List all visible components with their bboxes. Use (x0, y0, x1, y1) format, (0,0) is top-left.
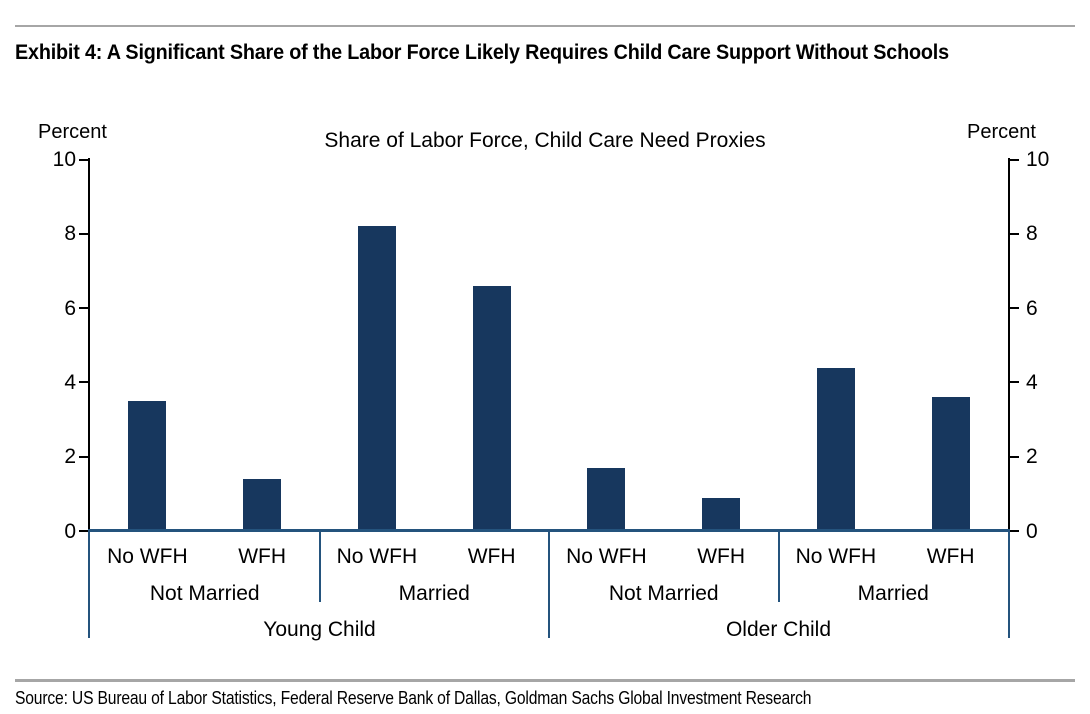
bar-label: WFH (926, 545, 975, 568)
bar (472, 285, 511, 531)
y-tick-left (79, 307, 88, 310)
y-tick-label-left: 4 (64, 370, 76, 394)
y-tick-left (79, 158, 88, 161)
y-tick-label-right: 10 (1026, 148, 1050, 171)
bar (357, 226, 396, 531)
y-axis-unit-label-right: Percent (967, 121, 1036, 143)
bar-label: No WFH (566, 545, 647, 568)
y-tick-label-right: 2 (1026, 445, 1038, 469)
y-tick-right (1010, 232, 1019, 235)
section-label: Married (857, 582, 929, 605)
bar (931, 397, 970, 531)
x-axis-baseline (88, 529, 1010, 532)
y-tick-right (1010, 381, 1019, 384)
section-label: Not Married (149, 582, 260, 605)
y-tick-label-left: 0 (64, 519, 76, 543)
y-tick-left (79, 381, 88, 384)
y-tick-label-right: 0 (1026, 519, 1038, 543)
section-label: Married (398, 582, 470, 605)
y-tick-label-left: 6 (64, 296, 76, 320)
y-tick-right (1010, 455, 1019, 458)
y-axis-right (1008, 157, 1010, 531)
bar (128, 400, 167, 531)
exhibit-title: Exhibit 4: A Significant Share of the La… (15, 40, 949, 64)
y-tick-label-left: 10 (52, 148, 76, 171)
group-separator (88, 531, 90, 638)
bar-label: WFH (467, 545, 516, 568)
group-separator (548, 531, 550, 638)
y-tick-right (1010, 307, 1019, 310)
y-axis-left (88, 157, 90, 531)
y-tick-label-right: 6 (1026, 296, 1038, 320)
bar-label: No WFH (336, 545, 418, 568)
y-tick-right (1010, 158, 1019, 161)
y-tick-label-left: 8 (64, 222, 76, 246)
y-tick-left (79, 232, 88, 235)
bar-label: No WFH (107, 545, 188, 568)
y-tick-left (79, 530, 88, 532)
bar (816, 367, 855, 531)
bar (587, 467, 626, 531)
y-tick-right (1010, 530, 1019, 532)
bar-label: WFH (697, 545, 746, 568)
y-tick-left (79, 455, 88, 458)
bottom-rule (15, 679, 1075, 682)
group-label: Older Child (725, 618, 832, 641)
section-label: Not Married (608, 582, 719, 605)
top-rule (15, 25, 1075, 27)
bar (702, 497, 741, 531)
section-separator (318, 531, 321, 602)
y-tick-label-left: 2 (64, 445, 76, 469)
bar-label: WFH (238, 545, 287, 568)
group-label: Young Child (263, 618, 376, 641)
bar-label: No WFH (795, 545, 877, 568)
source-note: Source: US Bureau of Labor Statistics, F… (15, 688, 812, 708)
y-tick-label-right: 4 (1026, 370, 1038, 394)
y-axis-unit-label-left: Percent (38, 121, 107, 143)
section-separator (777, 531, 780, 602)
y-tick-label-right: 8 (1026, 222, 1038, 246)
chart-title: Share of Labor Force, Child Care Need Pr… (324, 129, 766, 152)
bar (243, 478, 282, 531)
group-separator (1008, 531, 1010, 638)
